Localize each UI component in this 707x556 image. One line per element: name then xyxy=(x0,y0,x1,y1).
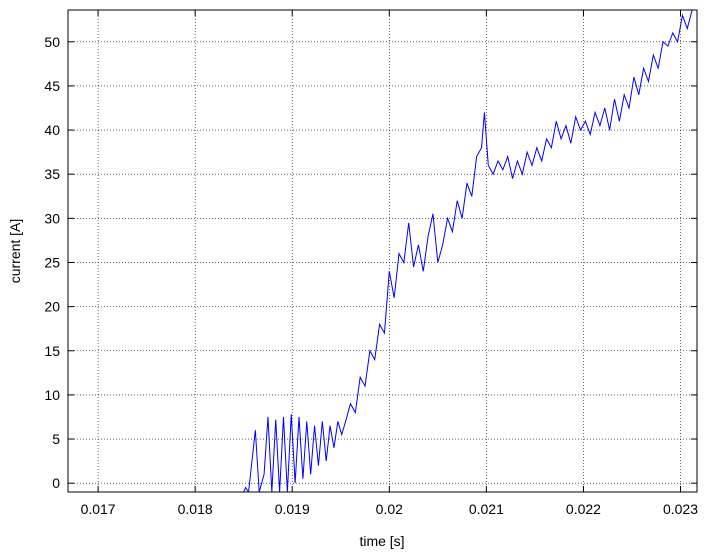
y-tick-label: 10 xyxy=(44,387,60,403)
grid xyxy=(68,10,697,492)
ticks: 0.017 0.018 0.019 0.02 0.021 0.022 0.023 0 5 10 15… xyxy=(44,10,698,517)
y-tick-label: 30 xyxy=(44,210,60,226)
x-tick-label: 0.018 xyxy=(178,501,213,517)
x-tick-label: 0.023 xyxy=(663,501,698,517)
y-tick-label: 45 xyxy=(44,78,60,94)
x-axis-label: time [s] xyxy=(359,533,404,549)
y-tick-label: 25 xyxy=(44,254,60,270)
y-tick-label: 40 xyxy=(44,122,60,138)
x-tick-label: 0.017 xyxy=(81,501,116,517)
y-axis-label: current [A] xyxy=(7,219,23,284)
lines xyxy=(243,10,693,492)
y-tick-label: 15 xyxy=(44,343,60,359)
data-line xyxy=(243,10,693,492)
plot-area xyxy=(68,10,697,492)
y-tick-label: 0 xyxy=(52,475,60,491)
y-tick-label: 35 xyxy=(44,166,60,182)
x-tick-label: 0.021 xyxy=(469,501,504,517)
x-tick-label: 0.022 xyxy=(566,501,601,517)
y-tick-label: 20 xyxy=(44,299,60,315)
y-tick-label: 50 xyxy=(44,34,60,50)
x-tick-label: 0.019 xyxy=(275,501,310,517)
axes-box xyxy=(67,9,698,493)
y-tick-label: 5 xyxy=(52,431,60,447)
x-tick-label: 0.02 xyxy=(376,501,403,517)
